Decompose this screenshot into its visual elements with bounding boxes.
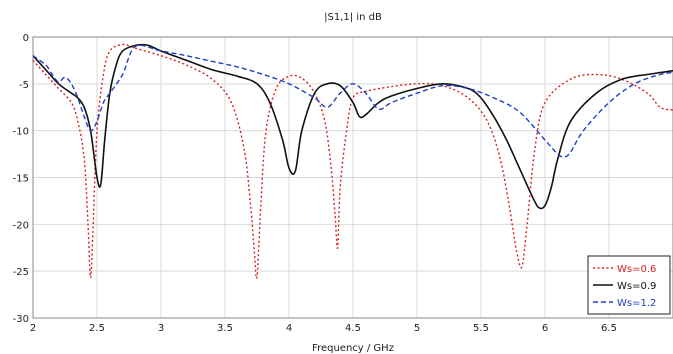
x-tick-label: 2.5 <box>89 323 105 334</box>
x-tick-label: 6 <box>542 323 548 334</box>
y-tick-label: 0 <box>23 33 29 44</box>
y-axis-ticks: 0 -5 -10 -15 -20 -25 -30 <box>13 33 29 325</box>
legend: Ws=0.6 Ws=0.9 Ws=1.2 <box>587 255 671 315</box>
x-axis-label: Frequency / GHz <box>312 343 394 354</box>
legend-entry: Ws=0.9 <box>617 281 656 292</box>
series-line-ws-0-9 <box>33 43 673 210</box>
x-tick-label: 3 <box>158 323 164 334</box>
x-axis-ticks: 2 2.5 3 3.5 4 4.5 5 5.5 6 6.5 <box>30 323 617 334</box>
y-tick-label: -5 <box>19 80 29 91</box>
chart-title: |S1,1| in dB <box>324 12 382 23</box>
y-tick-label: -20 <box>13 220 29 231</box>
x-tick-label: 4 <box>286 323 292 334</box>
series-line-ws-1-2 <box>33 44 673 158</box>
legend-entry: Ws=1.2 <box>617 298 656 309</box>
y-tick-label: -15 <box>13 174 29 185</box>
x-tick-label: 5 <box>414 323 420 334</box>
x-tick-label: 6.5 <box>601 323 617 334</box>
y-tick-label: -10 <box>13 127 29 138</box>
x-tick-label: 5.5 <box>473 323 489 334</box>
legend-entry: Ws=0.6 <box>617 264 656 275</box>
y-tick-label: -30 <box>13 314 29 325</box>
x-tick-label: 4.5 <box>345 323 361 334</box>
x-tick-label: 2 <box>30 323 36 334</box>
y-tick-label: -25 <box>13 267 29 278</box>
series-group <box>33 43 673 280</box>
plot-area-frame <box>32 36 673 319</box>
x-tick-label: 3.5 <box>217 323 233 334</box>
